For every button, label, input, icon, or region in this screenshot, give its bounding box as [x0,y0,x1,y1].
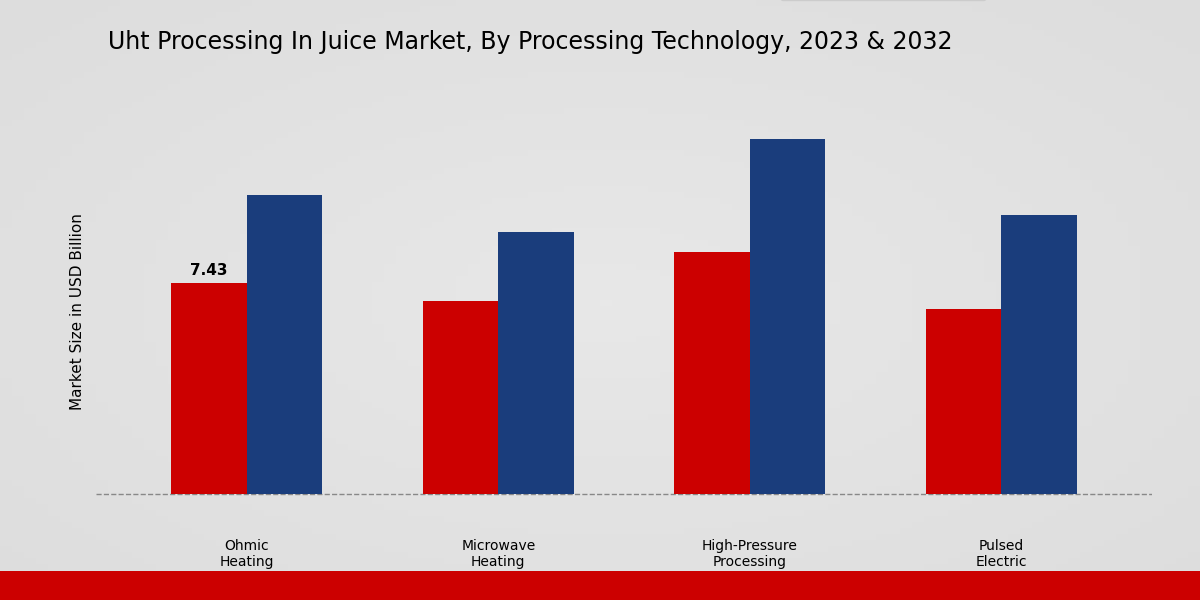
Bar [172,283,247,494]
Bar [1001,215,1076,494]
Y-axis label: Market Size in USD Billion: Market Size in USD Billion [70,214,85,410]
Bar [750,139,826,494]
Text: Uht Processing In Juice Market, By Processing Technology, 2023 & 2032: Uht Processing In Juice Market, By Proce… [108,30,953,54]
Bar [674,253,750,494]
Bar [422,301,498,494]
Bar [498,232,574,494]
Bar [925,309,1001,494]
Text: 7.43: 7.43 [191,263,228,278]
Bar [247,196,323,494]
